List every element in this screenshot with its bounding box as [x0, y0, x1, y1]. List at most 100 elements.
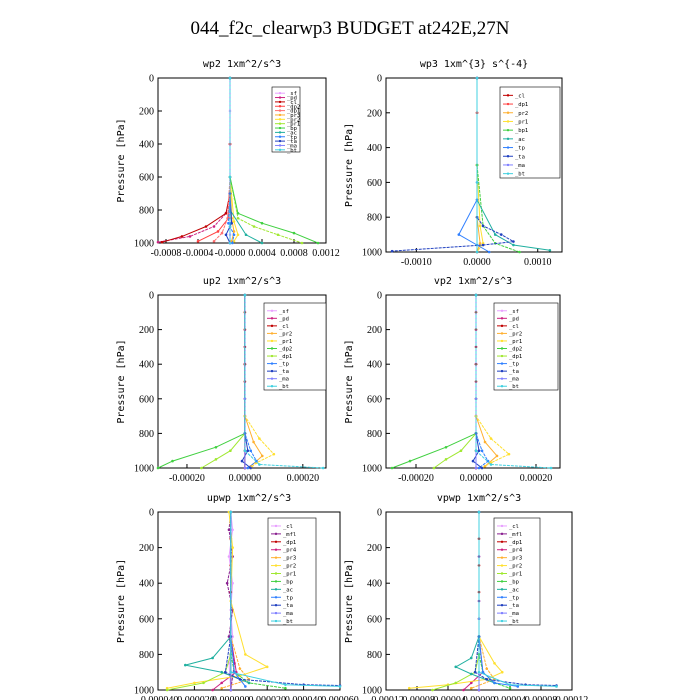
data-point [493, 233, 497, 236]
legend-label: _mfl [283, 532, 296, 538]
data-point [243, 449, 247, 453]
legend-marker [500, 385, 504, 388]
x-tick-label: -0.00020 [169, 473, 205, 484]
data-point [260, 241, 264, 245]
series-line-4 [212, 512, 237, 691]
data-point [160, 240, 164, 244]
y-tick-label: 1000 [362, 464, 382, 475]
y-tick-label: 1000 [134, 686, 154, 697]
legend-label: _bt [279, 384, 289, 390]
legend-label: _pr2 [509, 331, 522, 337]
x-tick-label: 0.00020 [520, 473, 553, 484]
legend-marker [500, 532, 504, 536]
data-point [469, 672, 473, 676]
data-point [489, 437, 493, 440]
series-line-7 [432, 512, 480, 691]
series-line-11 [244, 295, 324, 469]
data-point [477, 688, 481, 692]
legend-label: _cl [515, 93, 525, 99]
data-point [244, 685, 247, 688]
x-tick-label: 0.0010 [524, 257, 552, 268]
legend-marker [278, 118, 282, 121]
data-point [216, 230, 220, 233]
y-tick-label: 600 [139, 394, 154, 405]
legend-label: _pr3 [283, 556, 296, 562]
legend-marker [274, 532, 278, 536]
data-point [475, 250, 479, 254]
data-point [196, 240, 200, 243]
data-point [246, 466, 250, 470]
y-tick-label: 800 [367, 650, 382, 661]
data-point [236, 233, 240, 237]
data-point [212, 225, 216, 228]
data-point [229, 688, 233, 692]
data-point [243, 466, 247, 470]
data-point [469, 686, 473, 690]
x-tick-label: 0.00000 [460, 473, 493, 484]
legend-label: _dp2 [509, 347, 522, 353]
chart-panel-2: wp3 1xm^{3} s^{-4} Pressure [hPa] 0 200 400 6… [344, 59, 563, 268]
data-point [220, 670, 223, 674]
data-point [473, 670, 477, 674]
data-point [483, 440, 487, 444]
data-point [407, 686, 411, 690]
x-tick-label: 0.00020 [287, 473, 320, 484]
panel-title: vp2 1xm^2/s^3 [434, 276, 512, 287]
data-point [500, 670, 504, 674]
data-point [231, 635, 234, 638]
legend-label: _ta [283, 603, 293, 609]
data-point [156, 466, 160, 470]
data-point [211, 656, 214, 660]
legend-box [493, 302, 559, 391]
data-point [252, 440, 255, 444]
y-tick-label: 800 [139, 206, 154, 217]
y-tick-label: 0 [149, 508, 154, 519]
legend-box [499, 86, 561, 179]
legend-marker [274, 596, 278, 599]
series-line-7 [433, 295, 477, 469]
legend-label: _bt [283, 619, 293, 625]
data-point [500, 233, 503, 236]
legend-label: _dp1 [509, 354, 522, 360]
legend-marker [274, 619, 278, 623]
legend-marker [278, 131, 282, 134]
legend-label: _cl [283, 524, 293, 530]
series-line-5 [221, 512, 250, 689]
y-tick-label: 0 [377, 508, 382, 519]
data-point [188, 235, 192, 238]
legend-marker [500, 564, 504, 567]
data-point [474, 293, 478, 297]
data-point [512, 243, 515, 247]
y-tick-label: 800 [367, 213, 382, 224]
legend-label: _pr3 [509, 556, 522, 562]
legend-label: _ac [283, 587, 293, 593]
data-point [444, 445, 448, 449]
legend-marker [270, 377, 274, 380]
legend-label: _pr4 [509, 548, 523, 554]
data-point [260, 221, 264, 225]
series-line-10 [229, 78, 263, 244]
data-point [474, 449, 478, 453]
legend-marker [274, 572, 278, 575]
data-point [481, 224, 485, 228]
y-tick-label: 0 [149, 291, 154, 302]
legend-marker [500, 556, 504, 559]
data-point [276, 233, 280, 237]
data-point [300, 241, 304, 245]
legend-label: _tp [287, 135, 297, 141]
data-point [249, 466, 252, 470]
y-tick-label: 200 [139, 107, 154, 118]
y-tick-label: 600 [139, 614, 154, 625]
legend-marker [500, 588, 504, 591]
legend-marker [278, 105, 282, 108]
data-point [518, 250, 521, 254]
legend-label: _dp2 [287, 104, 300, 110]
legend-marker [500, 332, 504, 335]
legend-marker [278, 96, 282, 99]
y-tick-label: 400 [139, 360, 154, 371]
legend-label: _dp1 [287, 109, 300, 115]
data-point [231, 528, 234, 532]
data-point [284, 683, 287, 686]
data-point [249, 449, 252, 453]
data-point [480, 449, 484, 453]
